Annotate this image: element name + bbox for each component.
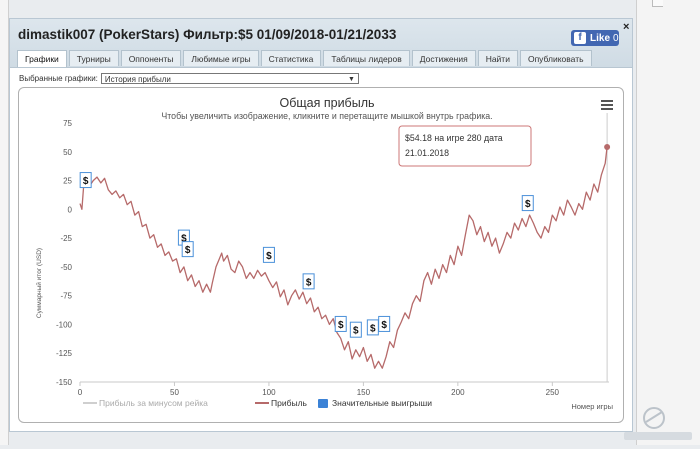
tooltip-box — [398, 125, 532, 167]
y-tick-label: 75 — [63, 119, 72, 128]
tab-tournaments[interactable]: Турниры — [68, 50, 119, 66]
y-tick-label: 25 — [63, 177, 72, 186]
tab-leaderboards[interactable]: Таблицы лидеров — [323, 50, 410, 66]
profit-series-line — [79, 146, 608, 369]
y-axis-label: Суммарный итог (USD) — [35, 248, 43, 318]
tab-favorite-games[interactable]: Любимые игры — [183, 50, 259, 66]
big-win-marker[interactable]: $ — [181, 241, 194, 258]
right-side-panel — [636, 0, 700, 445]
panel-title: dimastik007 (PokerStars) Фильтр:$5 01/09… — [18, 27, 397, 42]
big-win-marker[interactable]: $ — [302, 273, 315, 290]
big-win-marker-label: $ — [381, 320, 387, 331]
close-icon[interactable]: × — [623, 21, 630, 33]
x-tick-label: 200 — [451, 388, 465, 397]
y-tick-label: -100 — [56, 320, 73, 329]
menu-icon[interactable] — [601, 100, 613, 110]
graph-select[interactable]: История прибыли ▼ — [100, 73, 359, 84]
y-tick-label: -125 — [56, 349, 73, 358]
big-win-marker-box — [334, 315, 347, 332]
y-tick-label: 0 — [68, 205, 73, 214]
x-tick-label: 150 — [357, 388, 371, 397]
right-panel-corner — [652, 0, 663, 7]
y-tick-label: -75 — [60, 292, 72, 301]
big-win-marker-label: $ — [353, 326, 359, 337]
tab-bar: Графики Турниры Оппоненты Любимые игры С… — [17, 50, 594, 67]
tab-find[interactable]: Найти — [477, 50, 518, 66]
big-win-marker[interactable]: $ — [79, 172, 92, 189]
x-tick-label: 100 — [262, 388, 276, 397]
chart-subtitle: Чтобы увеличить изображение, кликните и … — [161, 111, 492, 121]
facebook-like-button[interactable]: f Like 0 — [571, 30, 619, 46]
x-tick-label: 50 — [170, 388, 179, 397]
tooltip-line1: $54.18 на игре 280 дата — [405, 133, 503, 143]
big-win-marker-label: $ — [525, 199, 531, 210]
player-stats-panel: dimastik007 (PokerStars) Фильтр:$5 01/09… — [9, 18, 633, 432]
big-win-marker-label: $ — [181, 234, 187, 245]
big-win-marker-box — [181, 241, 194, 258]
tab-publish[interactable]: Опубликовать — [519, 50, 592, 66]
graph-select-value: История прибыли — [104, 75, 171, 84]
big-win-marker-label: $ — [338, 320, 344, 331]
markers-layer: $$$$$$$ $ $$ — [79, 172, 534, 338]
left-window-edge — [0, 0, 9, 445]
series-layer — [79, 143, 611, 369]
y-tick-label: -25 — [60, 234, 72, 243]
big-win-marker[interactable]: $ — [366, 319, 379, 336]
big-win-marker-label: $ — [370, 323, 376, 334]
tooltip-line2: 21.01.2018 — [405, 148, 449, 158]
big-win-marker-label: $ — [266, 251, 272, 262]
big-win-marker-label: $ — [306, 277, 312, 288]
tab-opponents[interactable]: Оппоненты — [120, 50, 182, 66]
legend-swatch — [318, 399, 328, 408]
y-tick-label: -50 — [60, 263, 72, 272]
big-win-marker[interactable]: $ — [334, 315, 347, 332]
joxi-watermark — [614, 404, 698, 444]
y-tick-label: 50 — [63, 148, 72, 157]
profit-chart-container[interactable]: Общая прибыль Чтобы увеличить изображени… — [18, 87, 624, 423]
big-win-marker[interactable]: $ — [378, 315, 391, 332]
big-win-marker-label: $ — [83, 176, 89, 187]
big-win-marker-box — [302, 273, 315, 290]
x-axis: 0 50 100 150 200 250 — [78, 113, 609, 397]
graph-selector-row: Выбранные графики: История прибыли ▼ — [19, 73, 359, 84]
legend-item-label: Прибыль — [271, 398, 308, 408]
hover-point — [604, 143, 611, 150]
big-win-marker-box — [378, 315, 391, 332]
chart-title: Общая прибыль — [279, 96, 374, 110]
chart-tooltip: $54.18 на игре 280 дата 21.01.2018 — [398, 125, 532, 167]
panel-header: dimastik007 (PokerStars) Фильтр:$5 01/09… — [10, 19, 632, 68]
tab-achievements[interactable]: Достижения — [411, 50, 476, 66]
facebook-icon: f — [574, 32, 586, 44]
big-win-marker-box — [79, 172, 92, 189]
graph-selector-label: Выбранные графики: — [19, 74, 98, 83]
dropdown-arrow-icon: ▼ — [347, 76, 355, 83]
big-win-marker-label: $ — [185, 245, 191, 256]
legend-item-label: Значительные выигрыши — [332, 398, 432, 408]
y-axis: 75 50 25 0 -25 -50 -75 -100 -125 -150 — [56, 119, 73, 387]
x-axis-label: Номер игры — [571, 402, 613, 411]
big-win-marker-box — [262, 246, 275, 263]
big-win-marker-box — [521, 195, 534, 212]
legend-item-label: Прибыль за минусом рейка — [99, 398, 208, 408]
big-win-marker-box — [349, 321, 362, 338]
screenshot-watermark-icon — [624, 407, 692, 440]
like-count: 0 — [613, 32, 619, 44]
x-tick-label: 250 — [546, 388, 560, 397]
tab-statistics[interactable]: Статистика — [260, 50, 322, 66]
big-win-marker[interactable]: $ — [349, 321, 362, 338]
chart-legend: Прибыль за минусом рейка Прибыль Значитель… — [83, 398, 432, 408]
big-win-marker[interactable]: $ — [262, 246, 275, 263]
big-win-marker[interactable]: $ — [521, 195, 534, 212]
tab-graphs[interactable]: Графики — [17, 50, 67, 67]
y-tick-label: -150 — [56, 378, 73, 387]
like-label: Like — [590, 32, 611, 44]
profit-chart[interactable]: Общая прибыль Чтобы увеличить изображени… — [19, 88, 623, 422]
x-tick-label: 0 — [78, 388, 83, 397]
